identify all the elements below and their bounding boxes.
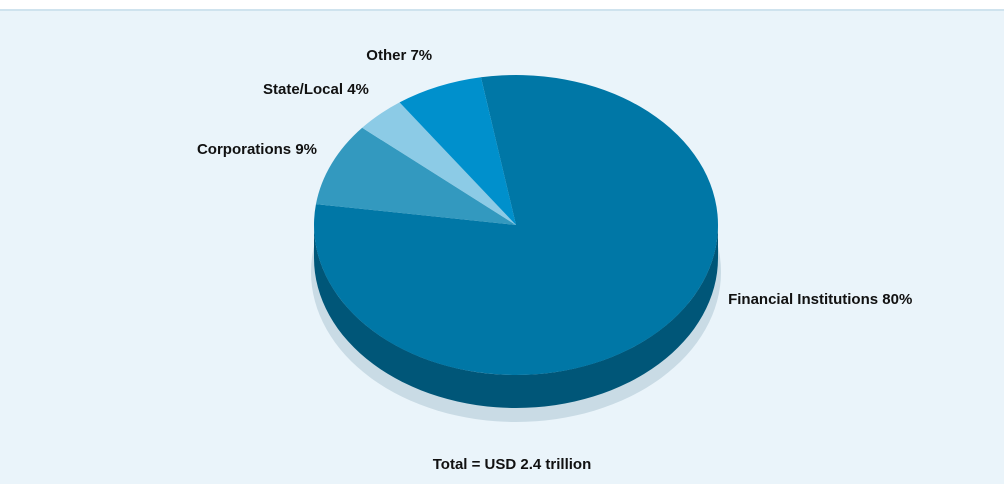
slice-name: Financial Institutions xyxy=(728,291,878,308)
pie-slice xyxy=(362,102,516,225)
slice-name: State/Local xyxy=(263,81,343,98)
slice-value: 7% xyxy=(410,47,432,64)
pie-side xyxy=(314,225,718,408)
slice-label: Corporations 9% xyxy=(197,141,317,158)
slice-label: Other 7% xyxy=(366,47,432,64)
top-band xyxy=(0,0,1004,9)
annotation: Total = USD 2.4 trillion xyxy=(433,456,592,473)
slice-label: State/Local 4% xyxy=(263,81,369,98)
slice-name: Other xyxy=(366,47,406,64)
pie-slice xyxy=(399,77,516,225)
slice-value: 80% xyxy=(882,291,912,308)
slice-value: 9% xyxy=(295,141,317,158)
slice-label: Financial Institutions 80% xyxy=(728,291,912,308)
pie-slice xyxy=(315,127,516,225)
slice-name: Corporations xyxy=(197,141,291,158)
slice-value: 4% xyxy=(347,81,369,98)
